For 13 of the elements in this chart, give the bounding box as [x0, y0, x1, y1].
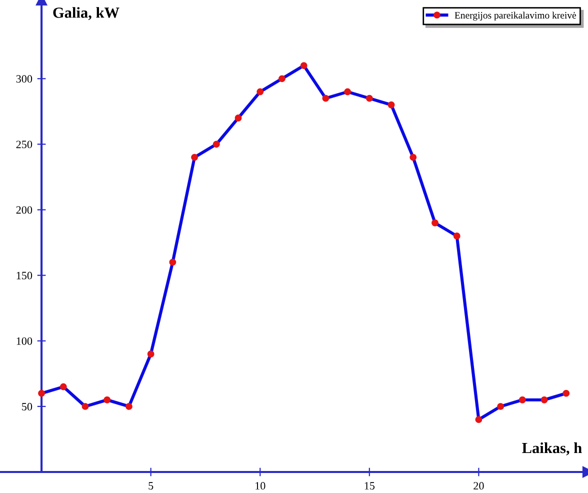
y-tick-label: 50	[22, 402, 32, 410]
x-tick-label: 10	[256, 482, 266, 490]
y-tick-label: 250	[16, 140, 32, 148]
y-tick-label: 200	[16, 206, 32, 214]
x-axis-title: Laikas, h	[522, 442, 582, 456]
legend-label: Energijos pareikalavimo kreivė	[454, 12, 576, 21]
x-tick-label: 15	[364, 482, 375, 490]
x-tick-label: 20	[474, 482, 484, 490]
x-tick-label: 5	[148, 482, 154, 490]
y-tick-label: 300	[16, 75, 32, 83]
y-tick-label: 100	[16, 337, 32, 345]
y-axis-title: Galia, kW	[53, 7, 120, 20]
y-tick-label: 150	[16, 272, 32, 280]
